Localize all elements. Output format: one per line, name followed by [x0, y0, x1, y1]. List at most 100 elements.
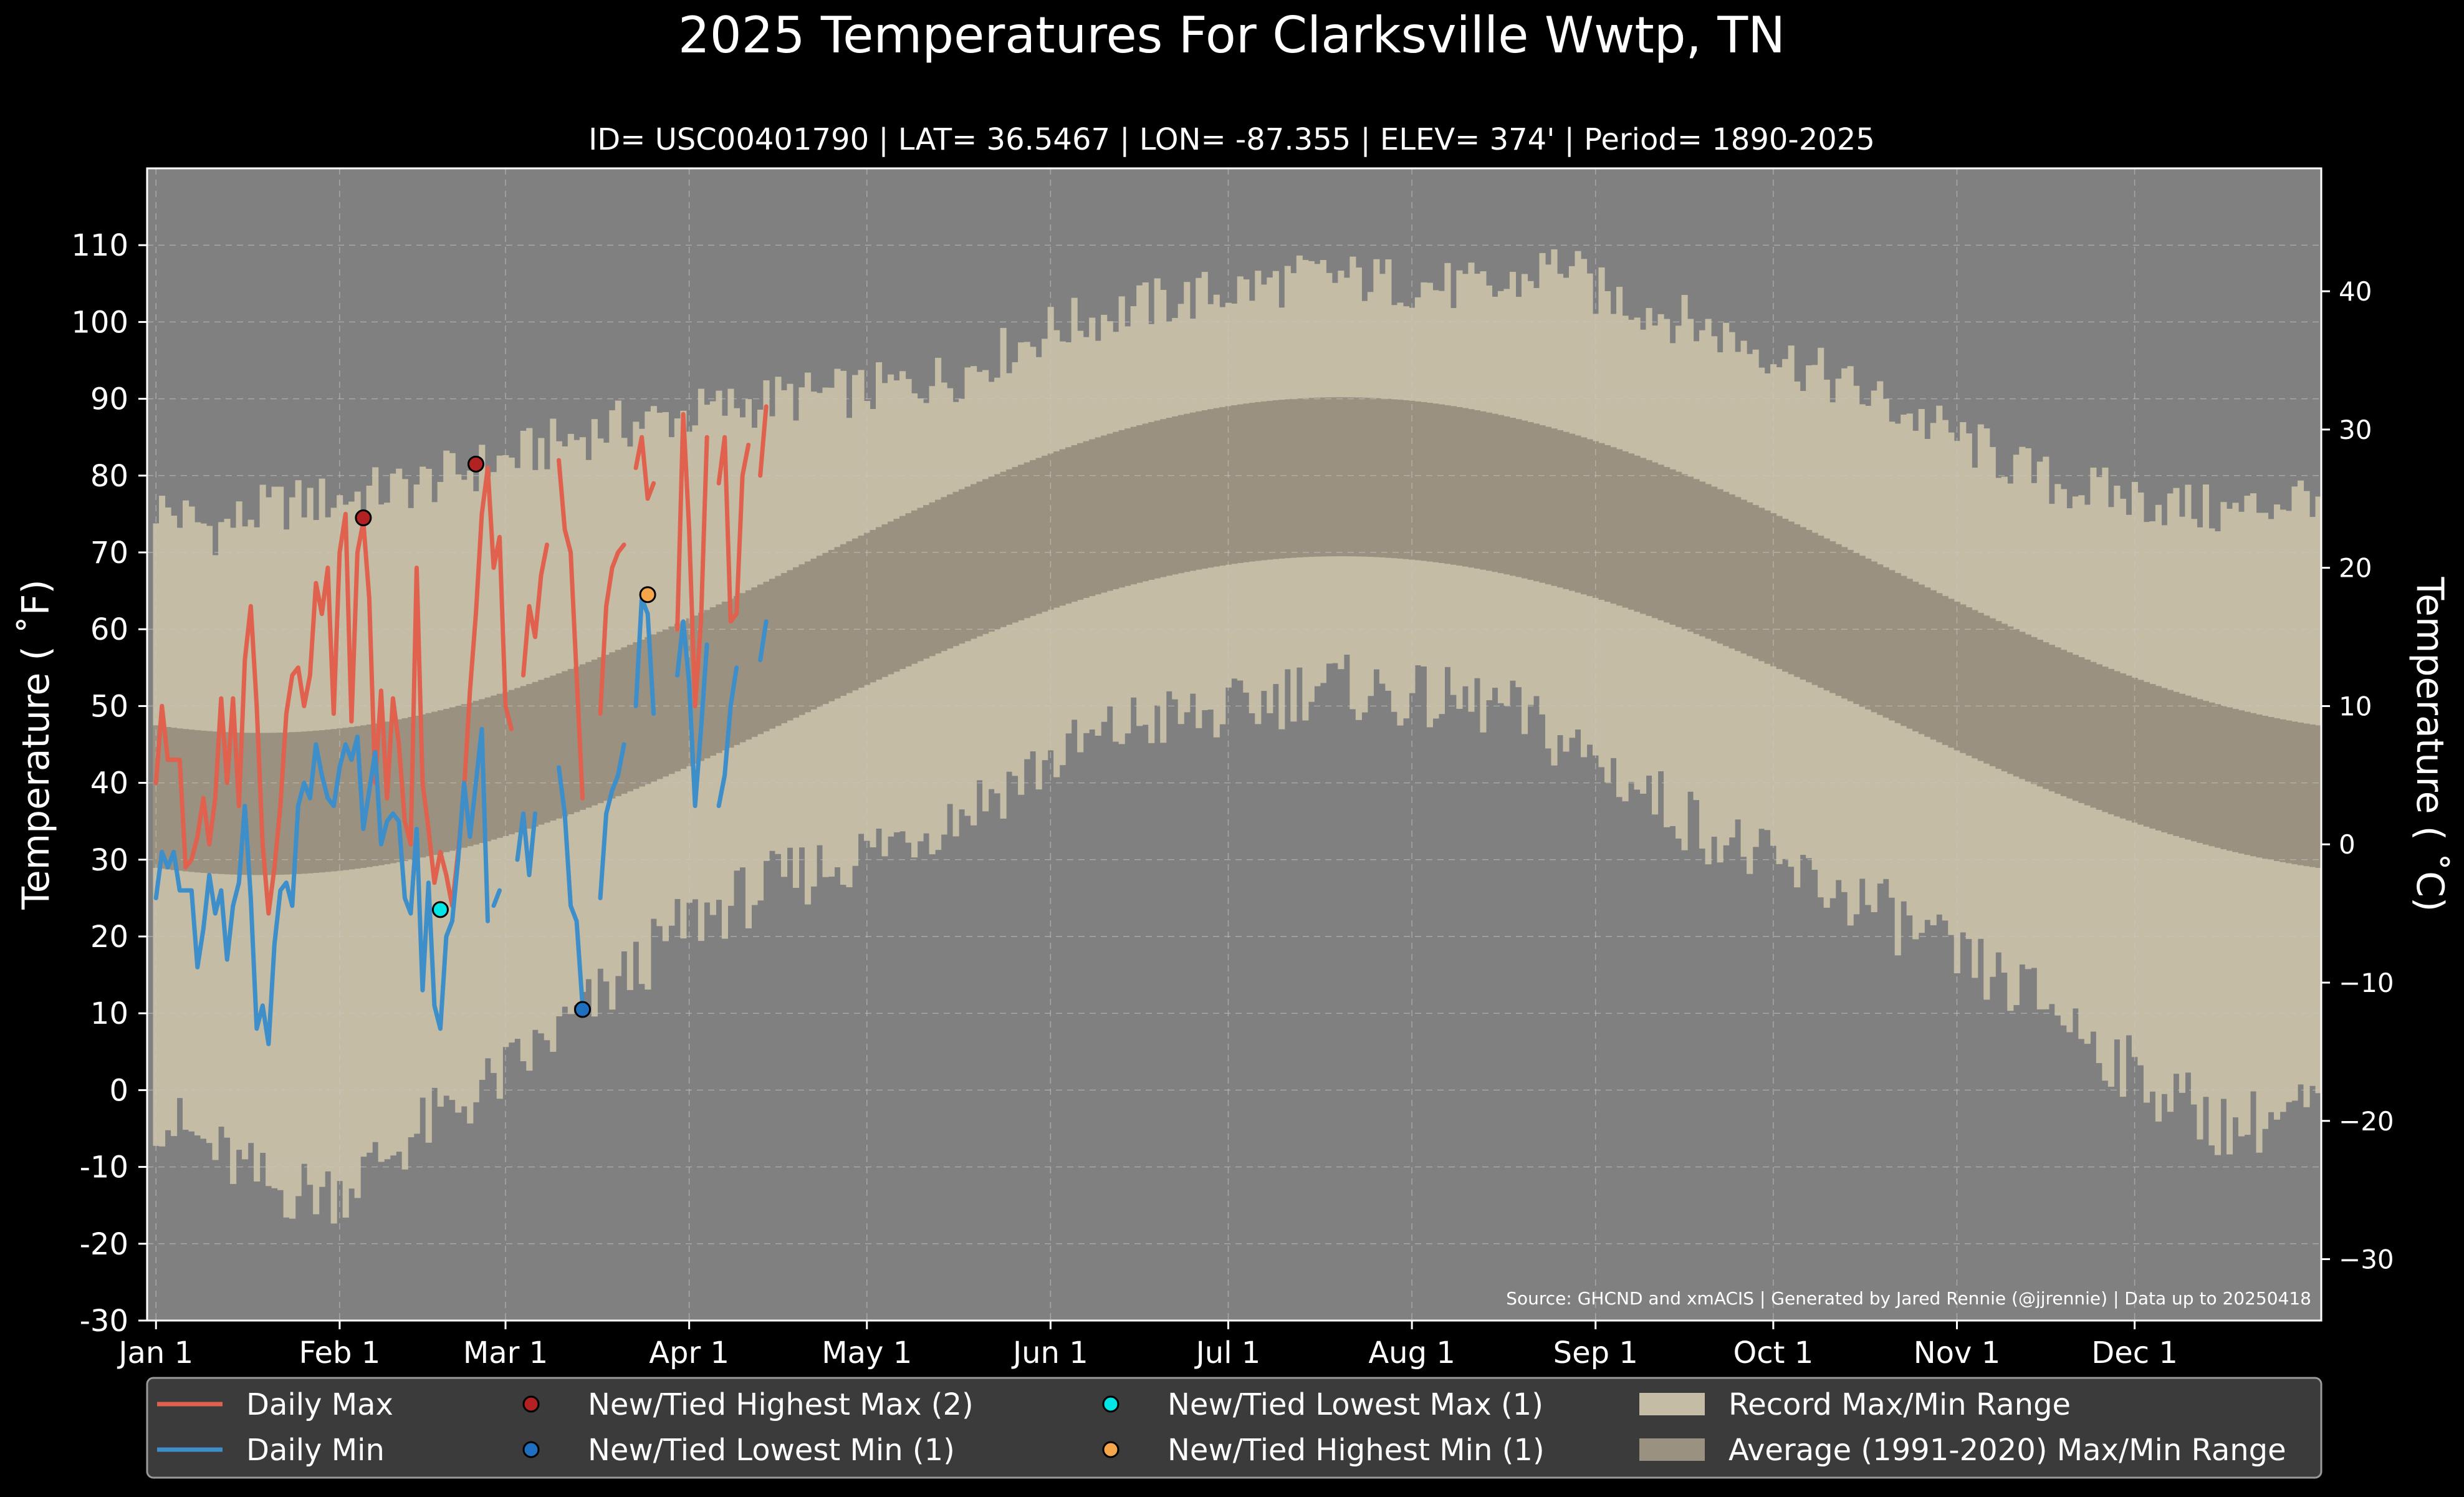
- normal-range-bar: [550, 675, 557, 821]
- normal-range-bar: [2214, 704, 2222, 848]
- normal-range-bar: [2007, 626, 2014, 774]
- normal-range-bar: [615, 650, 621, 796]
- normal-range-bar: [1160, 419, 1167, 577]
- normal-range-bar: [1687, 476, 1694, 632]
- normal-range-bar: [1835, 544, 1842, 696]
- normal-range-bar: [1379, 398, 1386, 558]
- normal-range-bar: [2107, 668, 2114, 814]
- normal-range-bar: [1918, 584, 1925, 734]
- normal-range-bar: [2315, 725, 2322, 868]
- y-tick-label: 30: [90, 843, 128, 878]
- normal-range-bar: [1948, 599, 1955, 748]
- normal-range-bar: [188, 729, 195, 872]
- normal-range-bar: [1426, 403, 1433, 562]
- normal-range-bar: [1622, 451, 1629, 608]
- normal-range-bar: [1752, 505, 1759, 659]
- normal-range-bar: [1012, 467, 1019, 623]
- normal-range-bar: [2137, 680, 2144, 825]
- normal-range-bar: [1042, 455, 1048, 612]
- normal-range-bar: [206, 731, 213, 874]
- normal-range-bar: [1018, 465, 1025, 620]
- x-tick-label: Dec 1: [2091, 1336, 2178, 1370]
- normal-range-bar: [2090, 662, 2097, 808]
- normal-range-bar: [959, 489, 966, 644]
- daily-min-line: [675, 619, 709, 809]
- legend-swatch-dot: [522, 1395, 540, 1413]
- normal-range-bar: [858, 536, 865, 688]
- normal-range-bar: [348, 726, 355, 870]
- normal-range-bar: [917, 508, 924, 662]
- normal-range-bar: [1829, 541, 1836, 693]
- normal-range-bar: [638, 639, 645, 787]
- normal-range-bar: [2149, 684, 2156, 829]
- normal-range-bar: [2114, 671, 2121, 817]
- x-tick-label: Jan 1: [117, 1336, 193, 1370]
- normal-range-bar: [1995, 621, 2002, 769]
- normal-range-bar: [2202, 701, 2210, 845]
- normal-range-bar: [467, 702, 474, 847]
- normal-range-bar: [1604, 445, 1611, 602]
- normal-range-bar: [1806, 529, 1813, 683]
- normal-range-bar: [2220, 705, 2227, 850]
- normal-range-bar: [2102, 667, 2109, 812]
- normal-range-bar: [2238, 710, 2245, 854]
- y-tick-label: 70: [90, 536, 128, 570]
- normal-range-bar: [2025, 634, 2031, 782]
- normal-range-bar: [2309, 724, 2316, 867]
- normal-range-bar: [2013, 629, 2020, 777]
- normal-range-bar: [2060, 650, 2067, 796]
- normal-range-bar: [1818, 536, 1824, 688]
- normal-range-bar: [1201, 410, 1208, 569]
- x-tick-label: Nov 1: [1914, 1336, 2000, 1370]
- normal-range-bar: [674, 623, 681, 772]
- normal-range-bar: [1255, 402, 1262, 561]
- legend: Daily Max Daily Min New/Tied Highest Max (…: [146, 1377, 2323, 1479]
- normal-range-bar: [1083, 441, 1090, 599]
- normal-range-bar: [1823, 538, 1830, 691]
- legend-label: New/Tied Highest Max (2): [588, 1387, 974, 1422]
- normal-range-bar: [1497, 415, 1505, 574]
- normal-range-bar: [603, 655, 610, 801]
- normal-range-bar: [881, 524, 888, 677]
- normal-range-bar: [1243, 403, 1250, 562]
- normal-range-bar: [2185, 695, 2192, 840]
- normal-range-bar: [716, 604, 722, 753]
- normal-range-bar: [1924, 587, 1931, 737]
- normal-range-bar: [2001, 623, 2008, 772]
- normal-range-bar: [633, 642, 640, 789]
- normal-range-bar: [2208, 702, 2215, 847]
- normal-range-bar: [1539, 425, 1546, 583]
- normal-range-bar: [709, 607, 716, 756]
- normal-range-bar: [1456, 407, 1463, 566]
- y-axis-label-left: Temperature ( ˚F): [14, 579, 58, 910]
- normal-range-bar: [2268, 717, 2275, 860]
- normal-range-bar: [2084, 659, 2091, 806]
- y-tick-label: 40: [90, 766, 128, 801]
- normal-range-bar: [1030, 460, 1037, 616]
- legend-item-daily-min: Daily Min: [157, 1433, 385, 1468]
- normal-range-bar: [1065, 447, 1072, 604]
- legend-item-average-1991-2020-max-min-range: Average (1991-2020) Max/Min Range: [1639, 1433, 2286, 1468]
- normal-range-bar: [301, 731, 308, 874]
- normal-range-bar: [396, 719, 403, 862]
- normal-range-bar: [2244, 711, 2251, 855]
- normal-range-bar: [1278, 400, 1285, 559]
- normal-range-bar: [567, 668, 574, 814]
- normal-range-bar: [1267, 400, 1273, 560]
- normal-range-bar: [1563, 431, 1570, 589]
- normal-range-bar: [1023, 462, 1030, 619]
- normal-range-bar: [780, 573, 788, 723]
- normal-range-bar: [1989, 618, 1996, 766]
- normal-range-bar: [1290, 398, 1297, 558]
- normal-range-bar: [1598, 443, 1605, 600]
- normal-range-bar: [1231, 405, 1238, 564]
- normal-range-bar: [1355, 397, 1362, 557]
- normal-range-bar: [579, 664, 586, 810]
- daily-max-line: [521, 542, 550, 678]
- normal-range-bar: [1260, 401, 1267, 561]
- normal-range-bar: [1972, 610, 1978, 759]
- normal-range-bar: [1901, 575, 1907, 726]
- normal-range-bar: [449, 707, 456, 851]
- normal-range-bar: [1871, 561, 1877, 713]
